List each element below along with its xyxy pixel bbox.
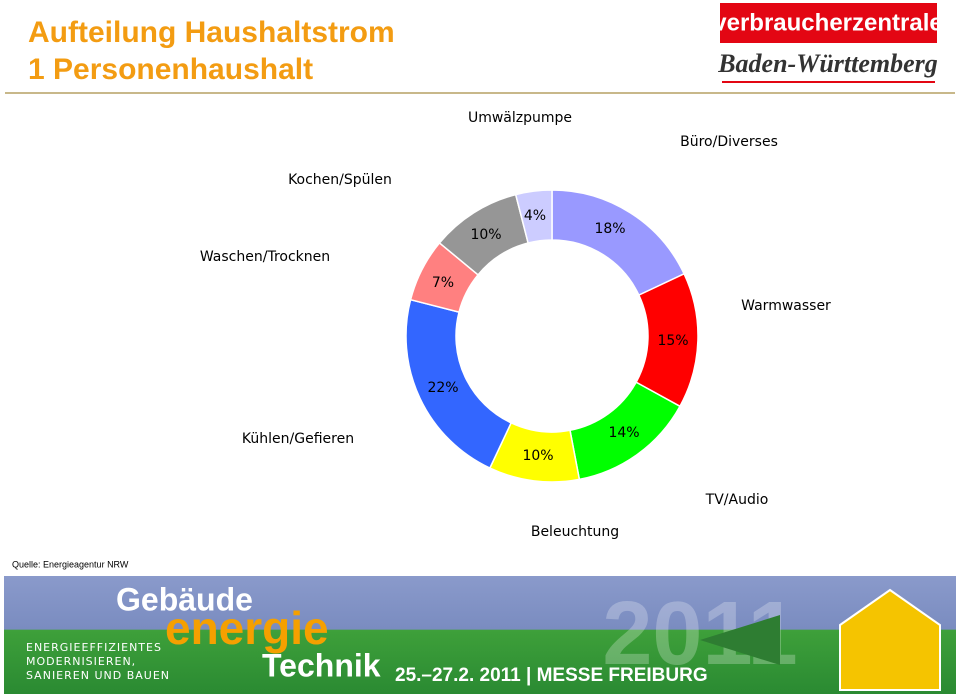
banner-tagline: ENERGIEEFFIZIENTES <box>26 641 162 654</box>
value-label: 10% <box>522 448 553 464</box>
house-icon <box>839 588 941 691</box>
category-label: Warmwasser <box>741 298 831 314</box>
category-label: Kochen/Spülen <box>288 172 392 188</box>
banner-word: Technik <box>262 647 381 683</box>
banner-tagline: MODERNISIEREN, <box>26 655 136 668</box>
banner-word: Gebäude <box>116 581 253 617</box>
category-label: Beleuchtung <box>531 524 619 540</box>
banner: 2011 Gebäude energie Technik ENERGIEEFFI… <box>4 576 956 694</box>
arrow-icon <box>700 615 780 665</box>
banner-tagline: SANIEREN UND BAUEN <box>26 669 170 682</box>
category-label: TV/Audio <box>705 492 769 508</box>
category-label: Büro/Diverses <box>680 134 778 150</box>
value-label: 18% <box>594 221 625 237</box>
title: 1 Personenhaushalt <box>28 53 313 86</box>
banner-word: energie <box>165 602 329 654</box>
banner-date: 25.–27.2. 2011 | MESSE FREIBURG <box>395 665 708 686</box>
category-label: Umwälzpumpe <box>468 110 572 126</box>
donut-segment <box>514 189 553 244</box>
banner-bg <box>4 576 956 694</box>
logo-box <box>720 3 937 43</box>
donut-chart: Büro/Diverses 18% Warmwasser 15% TV/Audio 14%… <box>200 110 831 540</box>
logo-subtext: Baden-Württemberg <box>717 49 938 78</box>
category-label: Waschen/Trocknen <box>200 249 330 265</box>
logo-text: verbraucherzentrale <box>713 9 942 36</box>
donut-segment <box>405 298 513 470</box>
value-label: 7% <box>432 275 454 291</box>
source: Quelle: Energieagentur NRW <box>12 559 129 569</box>
donut-segment <box>551 189 686 297</box>
title: Aufteilung Haushaltstrom <box>28 16 395 49</box>
value-label: 4% <box>524 208 546 224</box>
value-label: 22% <box>427 380 458 396</box>
value-label: 10% <box>470 227 501 243</box>
value-label: 14% <box>608 425 639 441</box>
category-label: Kühlen/Gefieren <box>242 431 354 447</box>
value-label: 15% <box>657 333 688 349</box>
